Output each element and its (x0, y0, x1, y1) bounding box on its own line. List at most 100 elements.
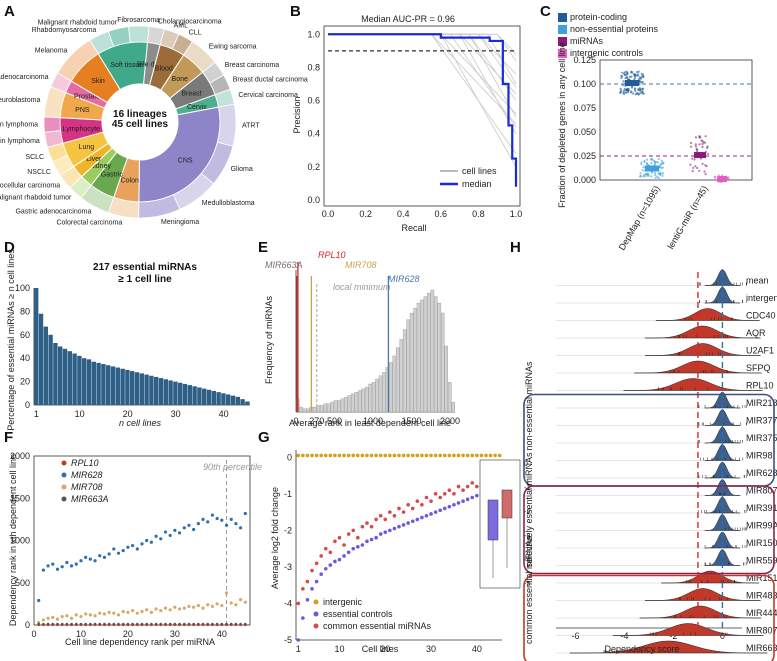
panel-g-point-intergenic (493, 453, 497, 458)
donut-subtype-label: Malignant rhabdoid tumor (38, 20, 118, 27)
donut-lineage-label: Lung (79, 144, 95, 151)
panel-f-point-mir663a (220, 622, 224, 626)
panel-f-point-mir708 (201, 606, 205, 610)
panel-g-legend-common-mirnas: common essential miRNAs (323, 621, 432, 631)
panel-d-bar (163, 379, 168, 405)
panel-g-point (328, 563, 333, 567)
panel-g-point-intergenic (442, 453, 447, 458)
panel-c-nonessential-point (641, 169, 644, 172)
panel-c-protein-point (625, 91, 628, 94)
donut-lineage-label: Kidney (90, 163, 112, 170)
panel-f-point-mir708 (131, 609, 135, 613)
panel-d-bar (86, 359, 92, 405)
panel-e-bar (333, 400, 338, 413)
panel-f-point-mir663a (107, 622, 111, 626)
panel-g-point-intergenic (351, 453, 356, 458)
panel-e-bar (371, 382, 376, 413)
panel-g-point (360, 543, 365, 547)
panel-h-density (644, 588, 761, 601)
panel-d-bar (91, 361, 96, 405)
panel-g-point (351, 528, 356, 533)
panel-b-cell-line-curve (328, 33, 517, 115)
panel-f-point-mir663a (197, 622, 200, 626)
donut-subtype-label: CLL (189, 29, 202, 36)
panel-g-point-intergenic (296, 453, 301, 458)
panel-h-row-label: SFPQ (746, 363, 771, 373)
panel-e-bar (351, 393, 355, 413)
panel-b-ylabel: Precision (292, 96, 302, 133)
panel-g-point-intergenic (356, 453, 360, 458)
panel-c-protein-point (627, 90, 630, 94)
panel-e-bar (409, 312, 414, 413)
panel-g-point (342, 554, 346, 558)
panel-d-bar (226, 394, 231, 405)
panel-c-mirna-point (691, 157, 694, 160)
panel-g-ytick: 0 (287, 452, 292, 462)
panel-f-point-mir708 (154, 607, 158, 611)
panel-g-xtick: 10 (334, 644, 344, 654)
panel-g-point (410, 506, 415, 511)
panel-g-xtick: 30 (426, 644, 436, 654)
panel-d-bar (173, 381, 178, 405)
donut-subtype-label: Melanoma (35, 47, 68, 54)
panel-letter-a: A (4, 3, 15, 20)
panel-d-ytick: 20 (20, 377, 30, 387)
panel-d-bar (202, 388, 207, 405)
panel-g-ytick: -1 (284, 489, 292, 499)
panel-h-ridgeline: -6 -4 -2 0 mean intergenic CDC40 AQR U2AF1 SFPQ RP… (523, 269, 777, 661)
panel-letter-g: G (258, 429, 270, 446)
panel-g-ytick: -5 (284, 635, 292, 645)
panel-g-point (415, 499, 420, 503)
panel-c-protein-point (620, 89, 623, 92)
panel-g-point-intergenic (438, 453, 443, 458)
panel-b-legend-cell-lines: cell lines (462, 166, 497, 176)
panel-g-point-intergenic (429, 453, 433, 458)
panel-g-point (388, 510, 392, 514)
panel-d-bar (144, 374, 149, 405)
panel-e-bar (302, 408, 307, 413)
panel-d-xtick: 40 (219, 409, 229, 419)
panel-e-bar (437, 302, 442, 413)
panel-c-mirna-point (694, 143, 697, 146)
panel-h-row-label: MIR99A-2 (746, 521, 777, 531)
panel-c-protein-point (622, 80, 625, 83)
panel-c-intergenic-point-box (717, 176, 727, 183)
panel-f-point-mir708 (55, 617, 60, 621)
panel-g-point (470, 495, 475, 500)
panel-f-point-mir663a (192, 622, 195, 626)
panel-h-group-common: common essential miRNAs (524, 535, 534, 644)
panel-c-nonessential-point (659, 173, 662, 177)
panel-h-density (639, 605, 762, 619)
panel-c-nonessential-point (657, 176, 660, 180)
panel-h-row-label: MIR3917 (746, 503, 777, 513)
panel-f-point-mir663a (206, 622, 209, 626)
panel-d-bar (48, 334, 53, 405)
panel-g-point-intergenic (383, 453, 388, 458)
panel-c-ytick: 0.050 (573, 127, 596, 137)
panel-g-point-intergenic (397, 453, 401, 458)
panel-h-row-label: RPL10 (746, 381, 774, 391)
panel-g-point (351, 546, 356, 551)
panel-g-point-intergenic (475, 453, 479, 458)
panel-g-point (420, 503, 424, 507)
panel-c-protein-point (638, 87, 641, 90)
panel-d-bars: 0 20 40 60 80 100 1 10 20 30 40 (15, 283, 250, 419)
panel-f-point-mir628 (154, 534, 158, 538)
panel-b-xtick: 0.4 (397, 209, 410, 219)
panel-c-protein-point (623, 71, 626, 74)
panel-c-nonessential-point-box (644, 165, 660, 172)
panel-e-histogram: 0 270 500 1000 1500 2000 (293, 262, 460, 426)
panel-letter-e: E (258, 239, 268, 256)
panel-d-bar (77, 355, 82, 405)
panel-f-point-mir628 (107, 552, 111, 556)
panel-e-bar (416, 302, 421, 413)
donut-subtype-label: Breast ductal carcinoma (233, 77, 308, 84)
panel-h-row-label: intergenic (746, 293, 777, 303)
panel-g-ytick: -4 (284, 598, 292, 608)
panel-c-nonessential-point (644, 175, 647, 178)
panel-g-point-intergenic (310, 453, 314, 458)
panel-g-point (401, 510, 406, 514)
panel-c-protein-point (634, 89, 637, 93)
donut-subtype-label: Neuroblastoma (0, 97, 40, 104)
panel-c-protein-point (637, 88, 640, 92)
